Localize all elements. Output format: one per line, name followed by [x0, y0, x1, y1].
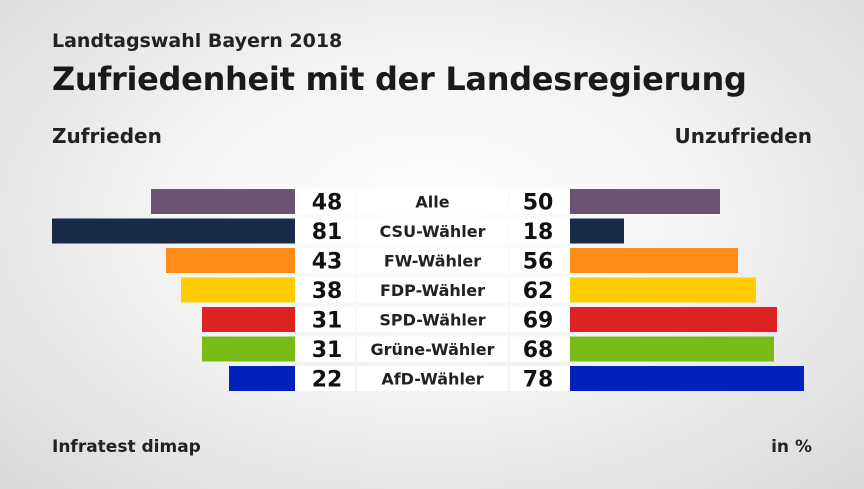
category-label: FDP-Wähler	[380, 281, 485, 300]
value-cell-right	[510, 248, 570, 273]
value-cell-right	[510, 277, 570, 303]
value-cell-left	[295, 248, 355, 273]
bar-unzufrieden	[570, 336, 774, 362]
value-cell-right	[510, 307, 570, 332]
category-label: FW-Wähler	[384, 252, 481, 271]
value-cell-left	[295, 366, 355, 391]
bar-zufrieden	[52, 218, 295, 244]
value-label-unzufrieden: 18	[523, 220, 554, 245]
bar-unzufrieden	[570, 189, 720, 214]
bar-zufrieden	[229, 366, 295, 391]
unit-note: in %	[771, 437, 812, 457]
bar-unzufrieden	[570, 277, 756, 303]
bar-zufrieden	[151, 189, 295, 214]
chart-title: Zufriedenheit mit der Landesregierung	[52, 60, 747, 98]
bar-unzufrieden	[570, 307, 777, 332]
bar-unzufrieden	[570, 248, 738, 273]
category-label: SPD-Wähler	[379, 311, 485, 330]
value-cell-right	[510, 218, 570, 244]
category-cell	[357, 366, 508, 391]
value-label-zufrieden: 43	[312, 250, 343, 275]
value-label-unzufrieden: 69	[523, 309, 554, 334]
value-label-unzufrieden: 78	[523, 368, 554, 393]
category-cell	[357, 336, 508, 362]
value-label-unzufrieden: 68	[523, 338, 554, 363]
category-label: AfD-Wähler	[381, 370, 483, 389]
value-label-zufrieden: 81	[312, 220, 343, 245]
value-label-zufrieden: 22	[312, 368, 343, 393]
legend-left-label: Zufrieden	[52, 124, 162, 148]
category-label: Grüne-Wähler	[370, 340, 494, 359]
category-cell	[357, 277, 508, 303]
bar-zufrieden	[166, 248, 295, 273]
value-label-zufrieden: 48	[312, 191, 343, 216]
category-cell	[357, 248, 508, 273]
category-label: CSU-Wähler	[380, 222, 486, 241]
value-cell-right	[510, 366, 570, 391]
value-cell-left	[295, 189, 355, 214]
bar-zufrieden	[181, 277, 295, 303]
value-label-zufrieden: 31	[312, 309, 343, 334]
value-cell-left	[295, 218, 355, 244]
chart-subtitle: Landtagswahl Bayern 2018	[52, 30, 343, 52]
value-cell-right	[510, 336, 570, 362]
category-cell	[357, 218, 508, 244]
category-label: Alle	[415, 193, 449, 212]
bar-unzufrieden	[570, 218, 624, 244]
value-label-zufrieden: 31	[312, 338, 343, 363]
value-cell-right	[510, 189, 570, 214]
legend-right-label: Unzufrieden	[674, 124, 812, 148]
bar-zufrieden	[202, 307, 295, 332]
value-cell-left	[295, 277, 355, 303]
value-cell-left	[295, 307, 355, 332]
category-cell	[357, 307, 508, 332]
value-label-unzufrieden: 62	[523, 279, 554, 304]
bar-zufrieden	[202, 336, 295, 362]
value-label-unzufrieden: 56	[523, 250, 554, 275]
bar-unzufrieden	[570, 366, 804, 391]
value-label-unzufrieden: 50	[523, 191, 554, 216]
value-cell-left	[295, 336, 355, 362]
category-cell	[357, 189, 508, 214]
value-label-zufrieden: 38	[312, 279, 343, 304]
source-note: Infratest dimap	[52, 437, 201, 457]
